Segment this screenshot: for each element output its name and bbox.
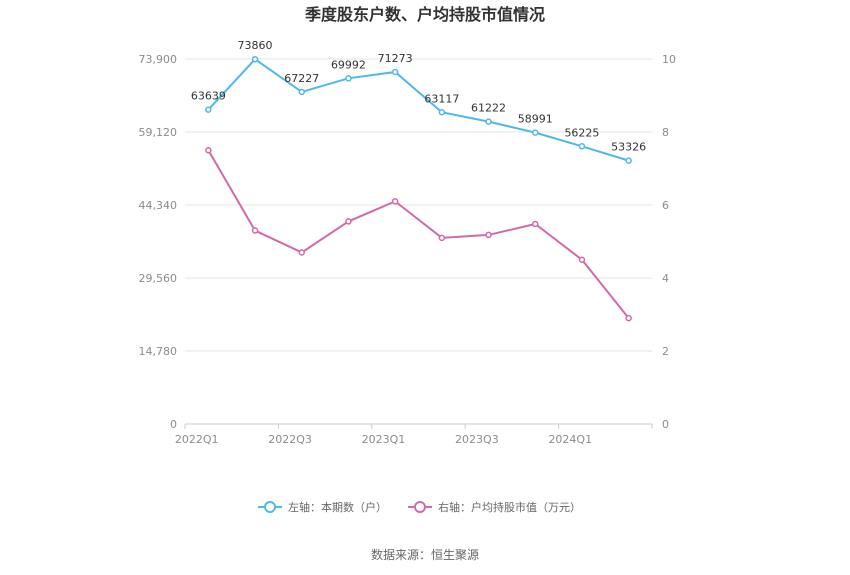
- legend-label: 右轴：户均持股市值（万元）: [438, 500, 581, 514]
- x-tick-label: 2022Q3: [268, 433, 312, 446]
- data-label: 63117: [424, 92, 459, 105]
- data-point[interactable]: [625, 157, 632, 164]
- data-label: 73860: [238, 39, 273, 52]
- left-tick-label: 73,900: [139, 53, 178, 66]
- right-tick-label: 4: [662, 272, 669, 285]
- left-tick-label: 14,780: [139, 345, 178, 358]
- left-tick-label: 59,120: [139, 126, 178, 139]
- data-point[interactable]: [205, 106, 212, 113]
- data-point[interactable]: [251, 227, 259, 234]
- chart-title: 季度股东户数、户均持股市值情况: [304, 5, 545, 24]
- legend-item-left[interactable]: 左轴：本期数（户）: [258, 500, 387, 514]
- legend-marker: [414, 501, 426, 513]
- legend-marker: [264, 501, 276, 513]
- data-point[interactable]: [298, 249, 305, 256]
- data-point[interactable]: [391, 198, 399, 205]
- data-point[interactable]: [578, 143, 586, 150]
- x-tick-label: 2024Q1: [548, 433, 592, 446]
- left-tick-label: 29,560: [139, 272, 178, 285]
- data-label: 67227: [284, 72, 319, 85]
- left-tick-label: 0: [170, 418, 177, 431]
- grid: [185, 58, 652, 425]
- data-point[interactable]: [532, 129, 539, 136]
- left-axis: 0 14,780 29,560 44,340 59,120 73,900: [139, 53, 178, 431]
- series-line: [207, 57, 629, 162]
- legend-label: 左轴：本期数（户）: [288, 500, 387, 514]
- data-point[interactable]: [205, 147, 212, 154]
- right-tick-label: 8: [662, 126, 669, 139]
- data-label: 58991: [518, 113, 553, 126]
- data-point[interactable]: [625, 314, 632, 322]
- data-point[interactable]: [578, 256, 586, 263]
- x-tick-label: 2023Q1: [362, 433, 406, 446]
- data-label: 56225: [564, 126, 599, 139]
- x-tick-label: 2022Q1: [175, 433, 219, 446]
- right-tick-label: 2: [662, 345, 669, 358]
- data-point[interactable]: [438, 109, 446, 116]
- source-note: 数据来源：恒生聚源: [371, 547, 479, 562]
- data-point[interactable]: [485, 118, 492, 125]
- data-point[interactable]: [391, 68, 399, 76]
- data-label: 61222: [471, 102, 506, 115]
- series-right: [205, 147, 632, 322]
- series-left: 63639 73860 67227 69992 71273 63117 61222 58991…: [191, 39, 646, 164]
- data-point[interactable]: [532, 220, 539, 228]
- right-axis: 0 2 4 6 8 10: [662, 53, 676, 431]
- data-point[interactable]: [485, 231, 492, 239]
- data-point[interactable]: [345, 218, 352, 225]
- data-label: 53326: [611, 141, 646, 154]
- x-tick-label: 2023Q3: [455, 433, 499, 446]
- data-label: 69992: [331, 58, 366, 71]
- right-tick-label: 0: [662, 418, 669, 431]
- right-tick-label: 10: [662, 53, 676, 66]
- series-line: [207, 149, 630, 319]
- data-point[interactable]: [251, 55, 259, 63]
- series-layer: 63639 73860 67227 69992 71273 63117 61222 58991…: [191, 39, 646, 322]
- right-tick-label: 6: [662, 199, 669, 212]
- legend-item-right[interactable]: 右轴：户均持股市值（万元）: [408, 500, 581, 514]
- data-point[interactable]: [298, 88, 305, 96]
- left-tick-label: 44,340: [139, 199, 178, 212]
- data-label: 63639: [191, 90, 226, 103]
- data-point[interactable]: [438, 234, 446, 242]
- x-axis: 2022Q1 2022Q3 2023Q1 2023Q3 2024Q1: [175, 424, 653, 446]
- data-point[interactable]: [345, 75, 352, 82]
- data-label: 71273: [378, 52, 413, 65]
- legend[interactable]: 左轴：本期数（户） 右轴：户均持股市值（万元）: [258, 500, 581, 514]
